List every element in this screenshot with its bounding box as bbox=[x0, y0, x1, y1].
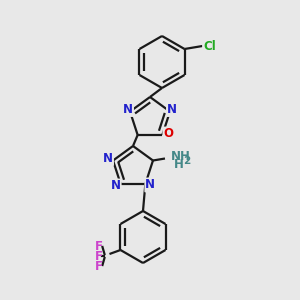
Text: Cl: Cl bbox=[203, 40, 216, 52]
Text: F: F bbox=[94, 250, 103, 262]
Text: N: N bbox=[111, 179, 121, 193]
Text: 2: 2 bbox=[183, 155, 190, 166]
Text: F: F bbox=[94, 239, 103, 253]
Text: O: O bbox=[163, 128, 173, 140]
Text: F: F bbox=[94, 260, 103, 272]
Text: N: N bbox=[167, 103, 177, 116]
Text: H: H bbox=[174, 158, 184, 171]
Text: NH: NH bbox=[171, 150, 191, 163]
Text: N: N bbox=[123, 103, 133, 116]
Text: N: N bbox=[103, 152, 113, 165]
Text: N: N bbox=[145, 178, 155, 191]
